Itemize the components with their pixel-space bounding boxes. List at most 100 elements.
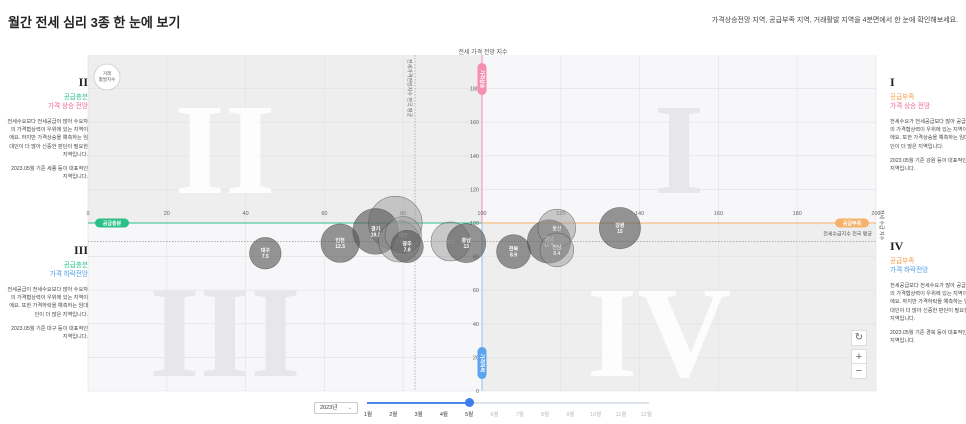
quadrant-3-note: 2023.05월 기준 대구 등이 대표적인 지역입니다. <box>10 325 88 341</box>
zoom-in-button[interactable]: + <box>852 350 866 364</box>
month-option[interactable]: 4월 <box>439 412 448 418</box>
supply-shortage-pill <box>835 218 869 228</box>
y-tick-label: 120 <box>470 187 479 193</box>
y-tick-label: 140 <box>470 154 479 160</box>
bubble-전남 <box>539 232 575 268</box>
chevron-down-icon: ⌄ <box>347 405 352 411</box>
y-tick-label: 40 <box>473 322 479 328</box>
bubble-label: 경기 <box>371 225 381 232</box>
quadrant-1-watermark: I <box>654 78 705 222</box>
x-axis-name: 전세 수급 지수 <box>878 210 885 241</box>
y-tick-label: 20 <box>473 355 479 361</box>
national-y-average-label: 전세가격전망지수 전국 평균 <box>406 59 413 117</box>
quadrant-2-desc: 전세수요보다 전세공급이 많아 수요자의 가격협상력이 우위에 있는 지역이에요… <box>7 119 88 158</box>
month-option[interactable]: 8월 <box>541 412 550 418</box>
x-tick-label: 200 <box>871 211 880 217</box>
x-tick-label: 100 <box>477 211 486 217</box>
quadrant-1-panel: I 공급부족 가격 상승 전망 전세수요가 전세공급보다 많아 공급자의 가격협… <box>890 76 966 179</box>
bubble-광주 <box>390 230 424 263</box>
bubble-label: 전남 <box>552 244 562 251</box>
x-tick-label: 60 <box>321 211 327 217</box>
x-tick-label: 40 <box>243 211 249 217</box>
quadrant-4-supply: 공급부족 <box>890 258 915 265</box>
quadrant-2-numeral: II <box>78 75 88 89</box>
quadrant-3-desc: 전세공급이 전세수요보다 많아 수요자의 가격협상력이 우위에 있는 지역이에요… <box>7 287 88 318</box>
quadrant-4-price: 가격 하락전망 <box>890 267 929 274</box>
quadrant-2-panel: II 공급충분 가격 상승 전망 전세수요보다 전세공급이 많아 수요자의 가격… <box>6 76 88 187</box>
month-option[interactable]: 5월 <box>465 412 474 418</box>
chart-title: 전세 가격 전망 지수 <box>458 50 508 56</box>
month-slider-handle[interactable] <box>464 398 474 407</box>
y-tick-label: 100 <box>470 221 479 227</box>
y-tick-label: 60 <box>473 288 479 294</box>
month-option[interactable]: 2월 <box>389 412 398 418</box>
zoom-controls: + − <box>851 349 867 379</box>
price-rise-label: 가격상승 <box>479 70 486 89</box>
month-option[interactable]: 9월 <box>566 412 575 418</box>
bubble-value: 13 <box>463 244 469 250</box>
month-option[interactable]: 10월 <box>590 412 602 418</box>
reset-icon: ↻ <box>854 332 864 343</box>
bubble-value: 12.5 <box>335 244 345 250</box>
supply-sufficient-pill <box>95 218 129 228</box>
y-tick-label: 180 <box>470 87 479 93</box>
price-fall-label: 가격하락 <box>479 354 486 373</box>
bubble-대구 <box>249 237 282 270</box>
bubble-label: 충남 <box>462 237 472 244</box>
quadrant-4-watermark: IV <box>587 261 731 405</box>
year-select[interactable]: 2023년 ⌄ <box>314 402 358 414</box>
quadrant-3-numeral: III <box>73 243 88 257</box>
quadrant-3-panel: III 공급충분 가격 하락전망 전세공급이 전세수요보다 많아 수요자의 가격… <box>6 244 88 347</box>
x-tick-label: 20 <box>164 211 170 217</box>
bubble-강원 <box>598 207 641 249</box>
bubble-value: 7.8 <box>404 248 411 254</box>
quadrant-3-watermark: III <box>149 261 301 405</box>
quadrant-2-area <box>88 55 482 223</box>
quadrant-1-note: 2023.05월 기준 강원 등이 대표적인 지역입니다. <box>890 157 966 173</box>
bubble-value: 8.4 <box>553 251 560 257</box>
quadrant-4-panel: IV 공급부족 가격 하락전망 전세공급보다 전세수요가 많아 공급자의 가격협… <box>890 240 966 351</box>
month-slider-track[interactable] <box>367 402 649 404</box>
page-title: 월간 전세 심리 3종 한 눈에 보기 <box>8 15 181 30</box>
size-legend-circle <box>93 63 121 91</box>
month-option[interactable]: 12월 <box>640 412 652 418</box>
x-tick-label: 140 <box>635 211 644 217</box>
quadrant-1-desc: 전세수요가 전세공급보다 많아 공급자의 가격협상력이 우위에 있는 지역이에요… <box>890 119 966 150</box>
x-tick-label: 160 <box>714 211 723 217</box>
bubble-value: 15 <box>617 229 623 235</box>
bubble-label: 울산 <box>552 225 562 232</box>
zoom-out-button[interactable]: − <box>855 365 863 377</box>
quadrant-2-note: 2023.05월 기준 세종 등이 대표적인 지역입니다. <box>10 166 88 181</box>
quadrant-2-price: 가격 상승 전망 <box>47 103 88 110</box>
bubble-충남 <box>446 223 487 263</box>
month-option[interactable]: 11월 <box>615 412 627 418</box>
bubble-value: 8.9 <box>510 253 517 259</box>
quadrant-1-supply: 공급부족 <box>890 94 915 101</box>
month-option[interactable]: 6월 <box>490 412 499 418</box>
quadrant-3-supply: 공급충분 <box>63 262 88 269</box>
bubble-label: 강원 <box>615 222 625 229</box>
price-fall-pill <box>477 347 487 379</box>
size-legend-label-1: 거래 <box>103 70 111 77</box>
size-legend-label-2: 활발지수 <box>99 76 116 83</box>
x-tick-label: 180 <box>793 211 802 217</box>
month-option[interactable]: 7월 <box>515 412 524 418</box>
quadrant-3-price: 가격 하락전망 <box>49 271 88 278</box>
quadrant-4-desc: 전세공급보다 전세수요가 많아 공급자의 가격협상력이 우위에 있는 지역이에요… <box>890 283 966 322</box>
price-rise-pill <box>477 63 487 95</box>
month-option[interactable]: 1월 <box>363 412 373 418</box>
bubble-label: 광주 <box>403 241 413 248</box>
year-value: 2023년 <box>320 405 338 411</box>
quadrant-2-watermark: II <box>174 78 275 222</box>
quadrant-1-numeral: I <box>890 75 895 89</box>
month-slider-fill <box>367 402 470 404</box>
supply-sufficient-label: 공급충분 <box>103 220 122 227</box>
page-description: 가격상승전망 지역, 공급부족 지역, 거래활발 지역을 4분면에서 한 눈에 … <box>711 17 958 24</box>
bubble-value: 7.5 <box>262 254 269 260</box>
quadrant-2-supply: 공급충분 <box>63 94 88 101</box>
bubble-label: 대구 <box>261 247 271 254</box>
month-option[interactable]: 3월 <box>414 412 423 418</box>
reset-view-button[interactable]: ↻ <box>851 330 867 346</box>
bubble-전북 <box>496 234 531 269</box>
